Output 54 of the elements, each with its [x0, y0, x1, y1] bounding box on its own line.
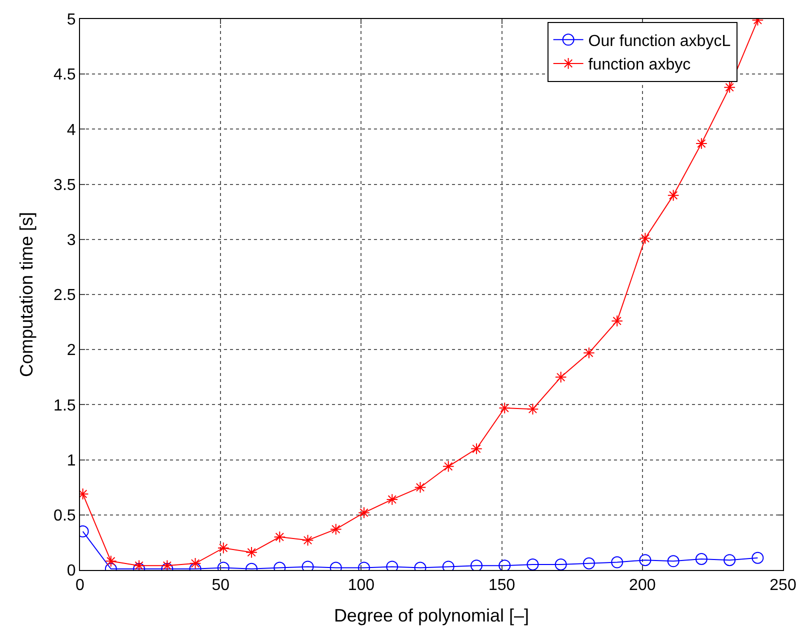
point: [470, 560, 482, 570]
point: [302, 534, 314, 546]
y-tick-label: 4: [66, 122, 76, 139]
point: [526, 403, 539, 416]
point: [358, 506, 370, 519]
y-tick-label: 5: [66, 12, 76, 29]
point: [526, 558, 539, 570]
point: [611, 315, 623, 327]
point: [133, 560, 145, 570]
point: [695, 552, 708, 565]
point: [639, 554, 652, 566]
y-tick-label: 0.5: [54, 508, 76, 524]
x-tick-label: 250: [770, 577, 796, 594]
point: [386, 494, 398, 506]
y-tick-label: 2.5: [54, 287, 76, 304]
point: [583, 347, 595, 359]
point: [442, 460, 454, 472]
x-tick-label: 150: [488, 577, 516, 594]
y-tick-label: 1.5: [54, 397, 76, 414]
y-tick-label: 2: [66, 342, 76, 360]
point: [161, 560, 174, 570]
y-tick-label: 3.5: [54, 176, 76, 194]
point: [554, 371, 567, 384]
y-tick-label: 4.5: [54, 66, 76, 84]
point: [582, 557, 595, 570]
point: [218, 542, 230, 554]
y-axis-title: Computation time [s]: [16, 212, 37, 378]
point: [752, 552, 764, 564]
point: [414, 481, 426, 494]
point: [554, 558, 567, 570]
x-axis-title: Degree of polynomial [–]: [334, 605, 530, 626]
y-tick-label: 1: [66, 452, 76, 470]
point: [246, 546, 258, 558]
point: [470, 442, 482, 455]
point: [667, 555, 680, 568]
point: [498, 402, 511, 414]
y-tick-label: 0: [66, 562, 76, 580]
point: [724, 554, 736, 566]
point: [498, 560, 511, 570]
point: [105, 555, 117, 568]
x-tick-label: 50: [212, 577, 230, 594]
legend-label: Our function axbycL: [588, 32, 731, 50]
point: [639, 232, 652, 244]
point: [667, 189, 680, 202]
point: [274, 531, 286, 543]
point: [696, 138, 708, 150]
legend-label: function axbyc: [588, 56, 691, 74]
x-tick-label: 200: [629, 577, 656, 594]
point: [330, 523, 342, 536]
y-tick-label: 3: [66, 232, 76, 249]
x-tick-label: 100: [348, 577, 375, 594]
point: [189, 557, 202, 570]
point: [724, 81, 736, 94]
point: [611, 556, 624, 568]
